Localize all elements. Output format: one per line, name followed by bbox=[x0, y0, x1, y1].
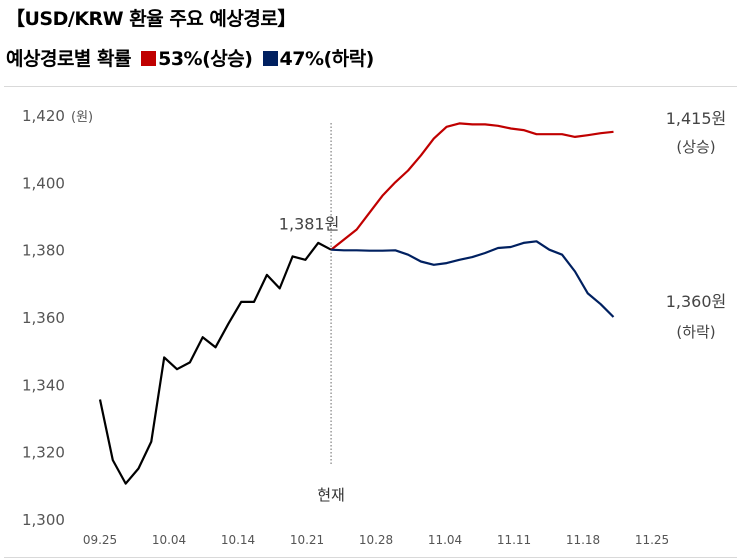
down-path-line bbox=[331, 240, 615, 318]
down-legend-swatch bbox=[262, 51, 278, 66]
y-tick-label: 1,380 bbox=[22, 242, 65, 260]
x-tick-label: 09.25 bbox=[83, 533, 117, 547]
subtitle-prefix: 예상경로별 확률 bbox=[6, 48, 131, 70]
y-tick-label: 1,320 bbox=[22, 444, 65, 462]
y-axis: 1,300 1,320 1,340 1,360 1,380 1,400 1,420 bbox=[22, 107, 65, 529]
up-end-value-annotation: 1,415원 bbox=[666, 109, 727, 128]
down-legend-label: 47%(하락) bbox=[279, 48, 375, 70]
x-tick-label: 10.04 bbox=[152, 533, 186, 547]
history-line bbox=[98, 241, 332, 485]
x-tick-label: 10.28 bbox=[359, 533, 393, 547]
y-tick-label: 1,420 bbox=[22, 107, 65, 125]
up-legend-swatch bbox=[141, 51, 157, 66]
now-value-annotation: 1,381원 bbox=[279, 215, 340, 234]
y-tick-label: 1,340 bbox=[22, 376, 65, 394]
x-tick-label: 11.18 bbox=[566, 533, 600, 547]
x-tick-label: 10.21 bbox=[290, 533, 324, 547]
x-tick-label: 11.25 bbox=[635, 533, 669, 547]
now-label: 현재 bbox=[317, 486, 345, 504]
down-end-label-annotation: (하락) bbox=[676, 323, 715, 341]
x-tick-label: 11.04 bbox=[428, 533, 462, 547]
y-tick-label: 1,400 bbox=[22, 174, 65, 192]
up-legend-label: 53%(상승) bbox=[158, 48, 253, 70]
chart-subtitle: 예상경로별 확률 53%(상승) 47%(하락) bbox=[6, 44, 374, 71]
up-end-label-annotation: (상승) bbox=[676, 138, 715, 156]
y-tick-label: 1,300 bbox=[22, 511, 65, 529]
up-path-line bbox=[330, 122, 614, 251]
y-axis-unit-label: (원) bbox=[71, 110, 93, 125]
chart-title: 【USD/KRW 환율 주요 예상경로】 bbox=[6, 8, 296, 30]
y-tick-label: 1,360 bbox=[22, 309, 65, 327]
x-tick-label: 10.14 bbox=[221, 533, 255, 547]
x-tick-label: 11.11 bbox=[497, 533, 531, 547]
x-axis: 09.25 10.04 10.14 10.21 10.28 11.04 11.11 11.18… bbox=[83, 533, 669, 547]
series-group bbox=[98, 122, 615, 485]
down-end-value-annotation: 1,360원 bbox=[666, 292, 727, 311]
